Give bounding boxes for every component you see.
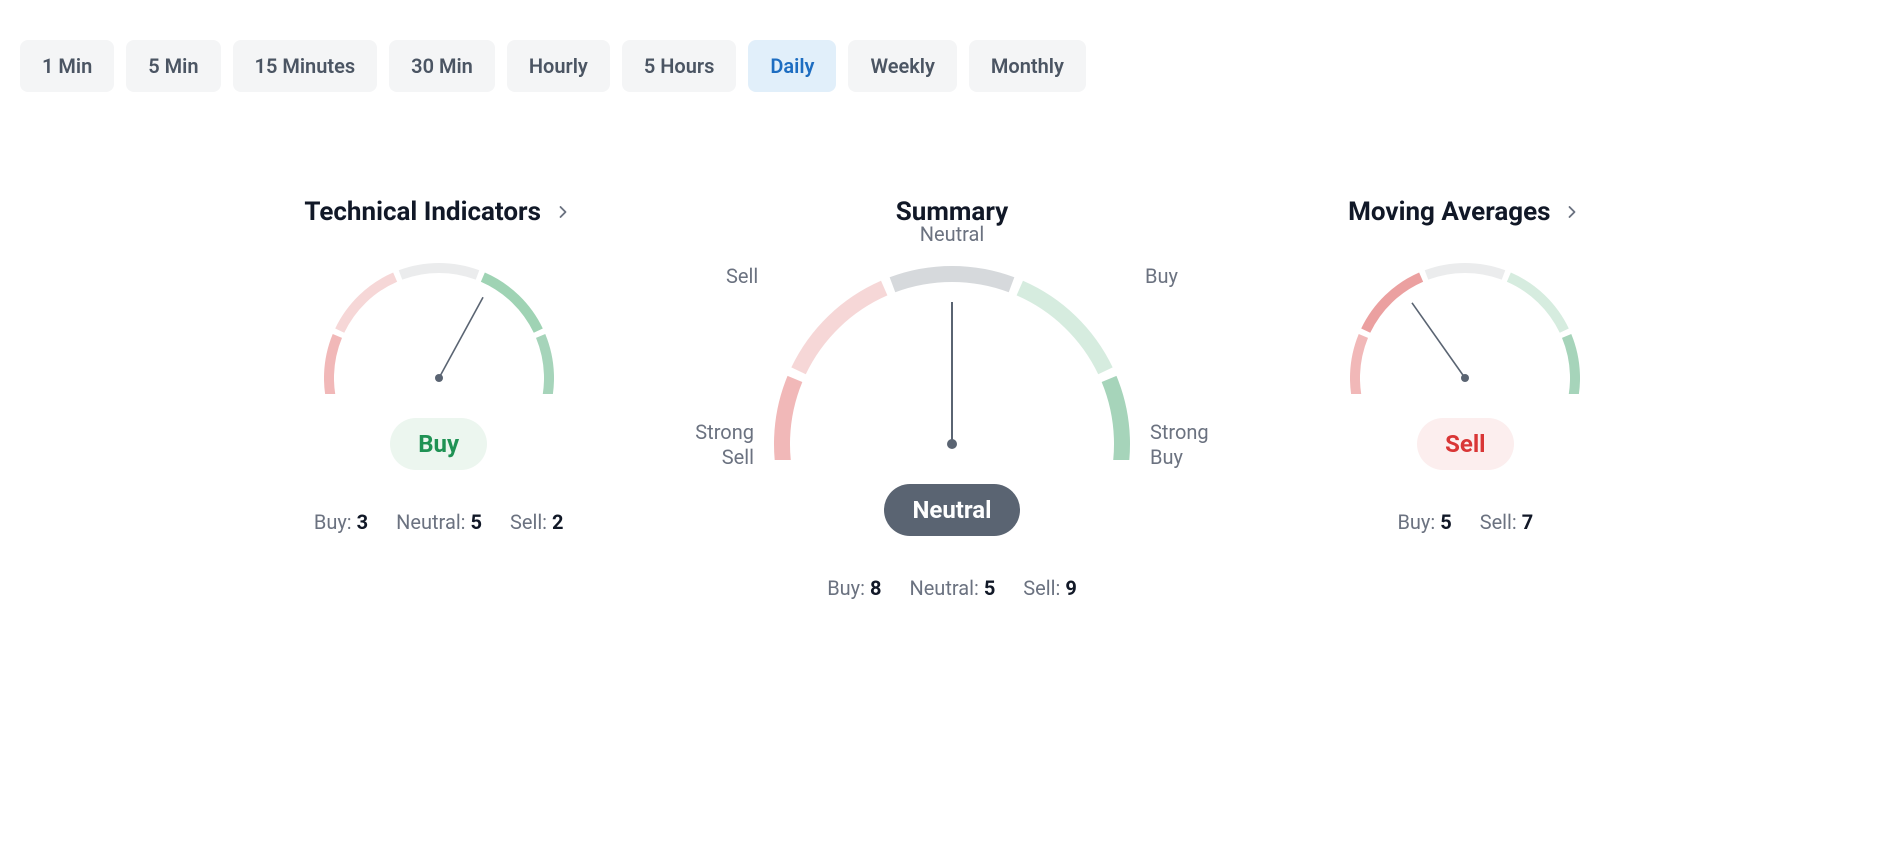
- stat-label: Neutral:: [909, 576, 983, 600]
- gauge-needle: [1412, 303, 1465, 378]
- gauge-pivot: [1461, 374, 1469, 382]
- timeframe-tab[interactable]: 1 Min: [20, 40, 114, 92]
- timeframe-tab[interactable]: 15 Minutes: [233, 40, 378, 92]
- gauge-pivot: [947, 439, 957, 449]
- stats-row: Buy: 8 Neutral: 5 Sell: 9: [827, 576, 1077, 600]
- stat-label: Buy:: [827, 576, 870, 600]
- chevron-right-icon[interactable]: [553, 202, 573, 222]
- timeframe-tab[interactable]: Daily: [748, 40, 836, 92]
- stat-label: Buy:: [1397, 510, 1440, 534]
- technical-indicators-panel: Technical Indicators Buy Buy: 3 Neutral: 5 S…: [202, 192, 675, 534]
- timeframe-tab[interactable]: 5 Min: [126, 40, 220, 92]
- stats-row: Buy: 5 Sell: 7: [1397, 510, 1533, 534]
- gauge-scale-label: Sell: [726, 264, 758, 288]
- gauge-segment-sell: [339, 277, 394, 331]
- result-badge: Buy: [390, 418, 487, 470]
- panel-header[interactable]: Technical Indicators: [304, 192, 573, 232]
- gauge-segment-strong_sell: [1355, 336, 1363, 394]
- stat-value: 5: [984, 576, 995, 600]
- gauge-segment-strong_buy: [540, 336, 548, 394]
- panel-title: Technical Indicators: [304, 197, 541, 227]
- gauge-segment-buy: [1020, 288, 1106, 371]
- stat-label: Sell:: [510, 510, 552, 534]
- stat: Buy: 5: [1397, 510, 1451, 534]
- panel-title: Moving Averages: [1348, 197, 1550, 227]
- stat-value: 2: [552, 510, 563, 534]
- chevron-right-icon[interactable]: [1562, 202, 1582, 222]
- panel-header[interactable]: Moving Averages: [1348, 192, 1582, 232]
- stat: Buy: 3: [314, 510, 368, 534]
- gauge-segment-strong_buy: [1567, 336, 1575, 394]
- stat-value: 5: [470, 510, 481, 534]
- stats-row: Buy: 3 Neutral: 5 Sell: 2: [314, 510, 564, 534]
- timeframe-tab[interactable]: 30 Min: [389, 40, 495, 92]
- stat: Buy: 8: [827, 576, 881, 600]
- result-badge: Neutral: [884, 484, 1019, 536]
- gauge-segment-sell: [799, 288, 885, 371]
- gauge: [317, 256, 561, 394]
- stat-value: 8: [870, 576, 881, 600]
- stat-value: 9: [1065, 576, 1076, 600]
- gauge-segment-neutral: [400, 268, 477, 275]
- stat-label: Buy:: [314, 510, 357, 534]
- timeframe-tab[interactable]: Monthly: [969, 40, 1086, 92]
- stat: Sell: 7: [1480, 510, 1534, 534]
- gauge-scale-label: StrongBuy: [1150, 420, 1230, 470]
- stat-label: Sell:: [1023, 576, 1065, 600]
- timeframe-tab[interactable]: Hourly: [507, 40, 610, 92]
- gauge-segment-buy: [1509, 277, 1564, 331]
- stat: Neutral: 5: [396, 510, 482, 534]
- stat: Neutral: 5: [909, 576, 995, 600]
- gauge-wrap: [317, 256, 561, 394]
- stat: Sell: 9: [1023, 576, 1077, 600]
- gauge-wrap: [1343, 256, 1587, 394]
- result-badge: Sell: [1417, 418, 1513, 470]
- stat-value: 3: [357, 510, 368, 534]
- stat-label: Neutral:: [396, 510, 470, 534]
- stat: Sell: 2: [510, 510, 564, 534]
- gauge-segment-neutral: [1427, 268, 1504, 275]
- gauge-segment-strong_sell: [782, 379, 795, 460]
- gauge-segment-strong_sell: [329, 336, 337, 394]
- stat-value: 5: [1440, 510, 1451, 534]
- stat-label: Sell:: [1480, 510, 1522, 534]
- gauge: [764, 256, 1140, 460]
- gauge-pivot: [435, 374, 443, 382]
- gauge-scale-label: Buy: [1145, 264, 1178, 288]
- gauge-scale-label: StrongSell: [674, 420, 754, 470]
- timeframe-tab[interactable]: Weekly: [848, 40, 956, 92]
- moving-averages-panel: Moving Averages Sell Buy: 5 Sell: 7: [1229, 192, 1702, 534]
- timeframe-tabs: 1 Min5 Min15 Minutes30 MinHourly5 HoursD…: [20, 40, 1884, 92]
- gauge-scale-label: Neutral: [920, 222, 985, 246]
- gauge-wrap: StrongSellSellNeutralBuyStrongBuy: [764, 256, 1140, 460]
- gauge-panels: Technical Indicators Buy Buy: 3 Neutral: 5 S…: [202, 192, 1702, 600]
- gauge-segment-buy: [483, 277, 538, 331]
- stat-value: 7: [1522, 510, 1533, 534]
- summary-panel: SummaryStrongSellSellNeutralBuyStrongBuy…: [715, 192, 1188, 600]
- gauge: [1343, 256, 1587, 394]
- gauge-needle: [439, 297, 483, 378]
- gauge-segment-neutral: [892, 274, 1011, 285]
- timeframe-tab[interactable]: 5 Hours: [622, 40, 737, 92]
- gauge-segment-strong_buy: [1109, 379, 1122, 460]
